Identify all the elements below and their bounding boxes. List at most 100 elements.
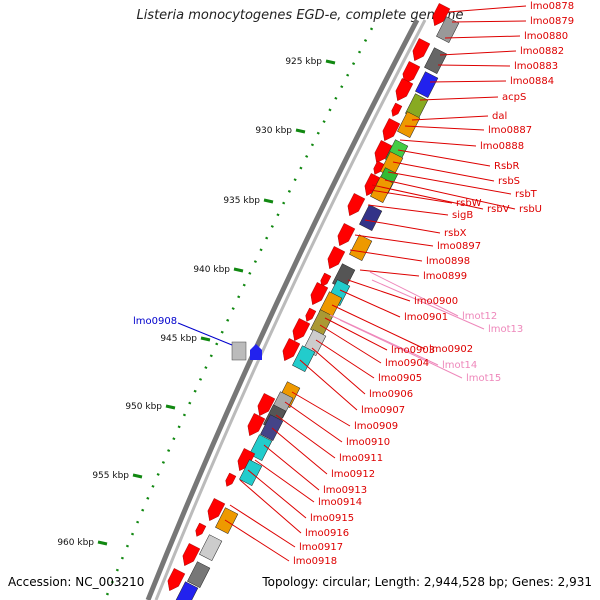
gene-label: lmo0918 <box>293 556 337 567</box>
gene-arrow <box>327 246 346 269</box>
accession-text: Accession: NC_003210 <box>8 575 145 589</box>
gene-arrow <box>257 393 276 416</box>
gene-features <box>167 3 460 600</box>
gene-label: RsbR <box>494 161 520 172</box>
gene-label: lmot12 <box>462 311 497 322</box>
gene-label: dal <box>492 111 507 122</box>
leader-line <box>399 139 477 147</box>
leader-line <box>444 35 521 39</box>
leader-line <box>299 359 358 411</box>
gene-label: lmo0909 <box>354 421 398 432</box>
gene-box <box>260 414 284 441</box>
gene-box <box>397 111 421 138</box>
leader-line <box>451 20 527 23</box>
gene-label: lmo0917 <box>299 542 343 553</box>
leader-line <box>429 80 507 83</box>
gene-label: lmo0903 <box>391 345 435 356</box>
gene-arrow <box>320 272 332 287</box>
gene-label: lmot13 <box>488 324 523 335</box>
leader-line <box>271 427 328 475</box>
gene-arrow <box>347 193 366 216</box>
gene-arrow <box>382 118 401 141</box>
kbp-labels: 925 kbp 930 kbp 935 kbp 940 kbp 945 kbp 950 k… <box>57 57 322 548</box>
gene-label: lmo0878 <box>530 1 574 12</box>
kbp-tick <box>233 267 244 273</box>
leader-line <box>369 271 459 317</box>
gene-box <box>349 234 373 261</box>
gene-arrow <box>373 160 385 175</box>
gene-arrow <box>374 140 393 163</box>
gene-arrow <box>305 307 317 322</box>
leader-line <box>239 479 302 534</box>
leader-line <box>371 279 485 330</box>
scale-ring <box>103 27 374 600</box>
kbp-tick <box>295 128 306 134</box>
leader-line <box>224 519 290 562</box>
kbp-tick <box>132 473 143 479</box>
kbp-tick <box>165 404 176 410</box>
gene-box <box>231 341 247 361</box>
gene-label: lmo0905 <box>378 373 422 384</box>
gene-label: lmo0879 <box>530 16 574 27</box>
gene-box <box>199 534 223 561</box>
leader-line <box>384 179 516 210</box>
gene-label: lmo0882 <box>520 46 564 57</box>
gene-label: lmo0915 <box>310 513 354 524</box>
leader-line <box>419 96 499 101</box>
gene-arrow <box>182 543 201 566</box>
leader-line <box>439 50 517 56</box>
gene-label: lmo0880 <box>524 31 568 42</box>
gene-label: lmo0888 <box>480 141 524 152</box>
gene-label: lmo0883 <box>514 61 558 72</box>
gene-label: lmo0912 <box>331 469 375 480</box>
leader-line <box>369 189 453 204</box>
gene-arrow <box>207 498 226 521</box>
gene-label: rsbW <box>456 198 482 209</box>
gene-label: lmo0884 <box>510 76 554 87</box>
leader-line <box>411 115 489 121</box>
kbp-label: 930 kbp <box>255 126 292 136</box>
gene-label: rsbS <box>498 176 520 187</box>
leader-line <box>447 5 527 13</box>
gene-box <box>359 204 383 231</box>
gene-label: rsbV <box>487 204 510 215</box>
leader-line <box>331 304 426 350</box>
leader-line <box>349 249 423 262</box>
gene-box <box>436 16 460 43</box>
kbp-label: 935 kbp <box>223 196 260 206</box>
kbp-label: 960 kbp <box>57 538 94 548</box>
gene-label: sigB <box>452 210 473 221</box>
gene-arrow <box>395 78 414 101</box>
gene-label: lmo0908 <box>133 316 177 327</box>
kbp-tick <box>200 336 211 342</box>
gene-label: lmo0907 <box>361 405 405 416</box>
gene-label: lmo0902 <box>429 344 473 355</box>
gene-arrow <box>337 223 356 246</box>
leader-line <box>354 234 434 247</box>
leader-line <box>229 504 296 548</box>
gene-label: lmo0900 <box>414 296 458 307</box>
backbone-shadow <box>154 19 427 600</box>
leader-line <box>263 444 320 491</box>
gene-labels: lmo0878 lmo0879 lmo0880 lmo0882 lmo0883 lmo08… <box>133 1 574 567</box>
kbp-label: 955 kbp <box>92 471 129 481</box>
leader-line <box>397 149 491 167</box>
leader-line <box>339 289 401 318</box>
topology-text: Topology: circular; Length: 2,944,528 bp… <box>262 575 592 589</box>
leader-line <box>347 279 411 302</box>
gene-box <box>424 47 448 74</box>
leader-line <box>392 161 495 182</box>
gene-label: rsbX <box>444 228 467 239</box>
leader-line <box>254 459 315 503</box>
gene-label: lmo0899 <box>423 271 467 282</box>
leader-line <box>275 414 336 459</box>
gene-label: lmo0901 <box>404 312 448 323</box>
label-leaders <box>177 5 527 562</box>
gene-label: lmo0911 <box>339 453 383 464</box>
gene-box <box>187 561 211 588</box>
backbone-line <box>145 18 420 600</box>
gene-arrow <box>292 318 311 341</box>
leader-line <box>315 339 375 379</box>
gene-box <box>249 434 273 461</box>
leader-line <box>319 324 382 364</box>
